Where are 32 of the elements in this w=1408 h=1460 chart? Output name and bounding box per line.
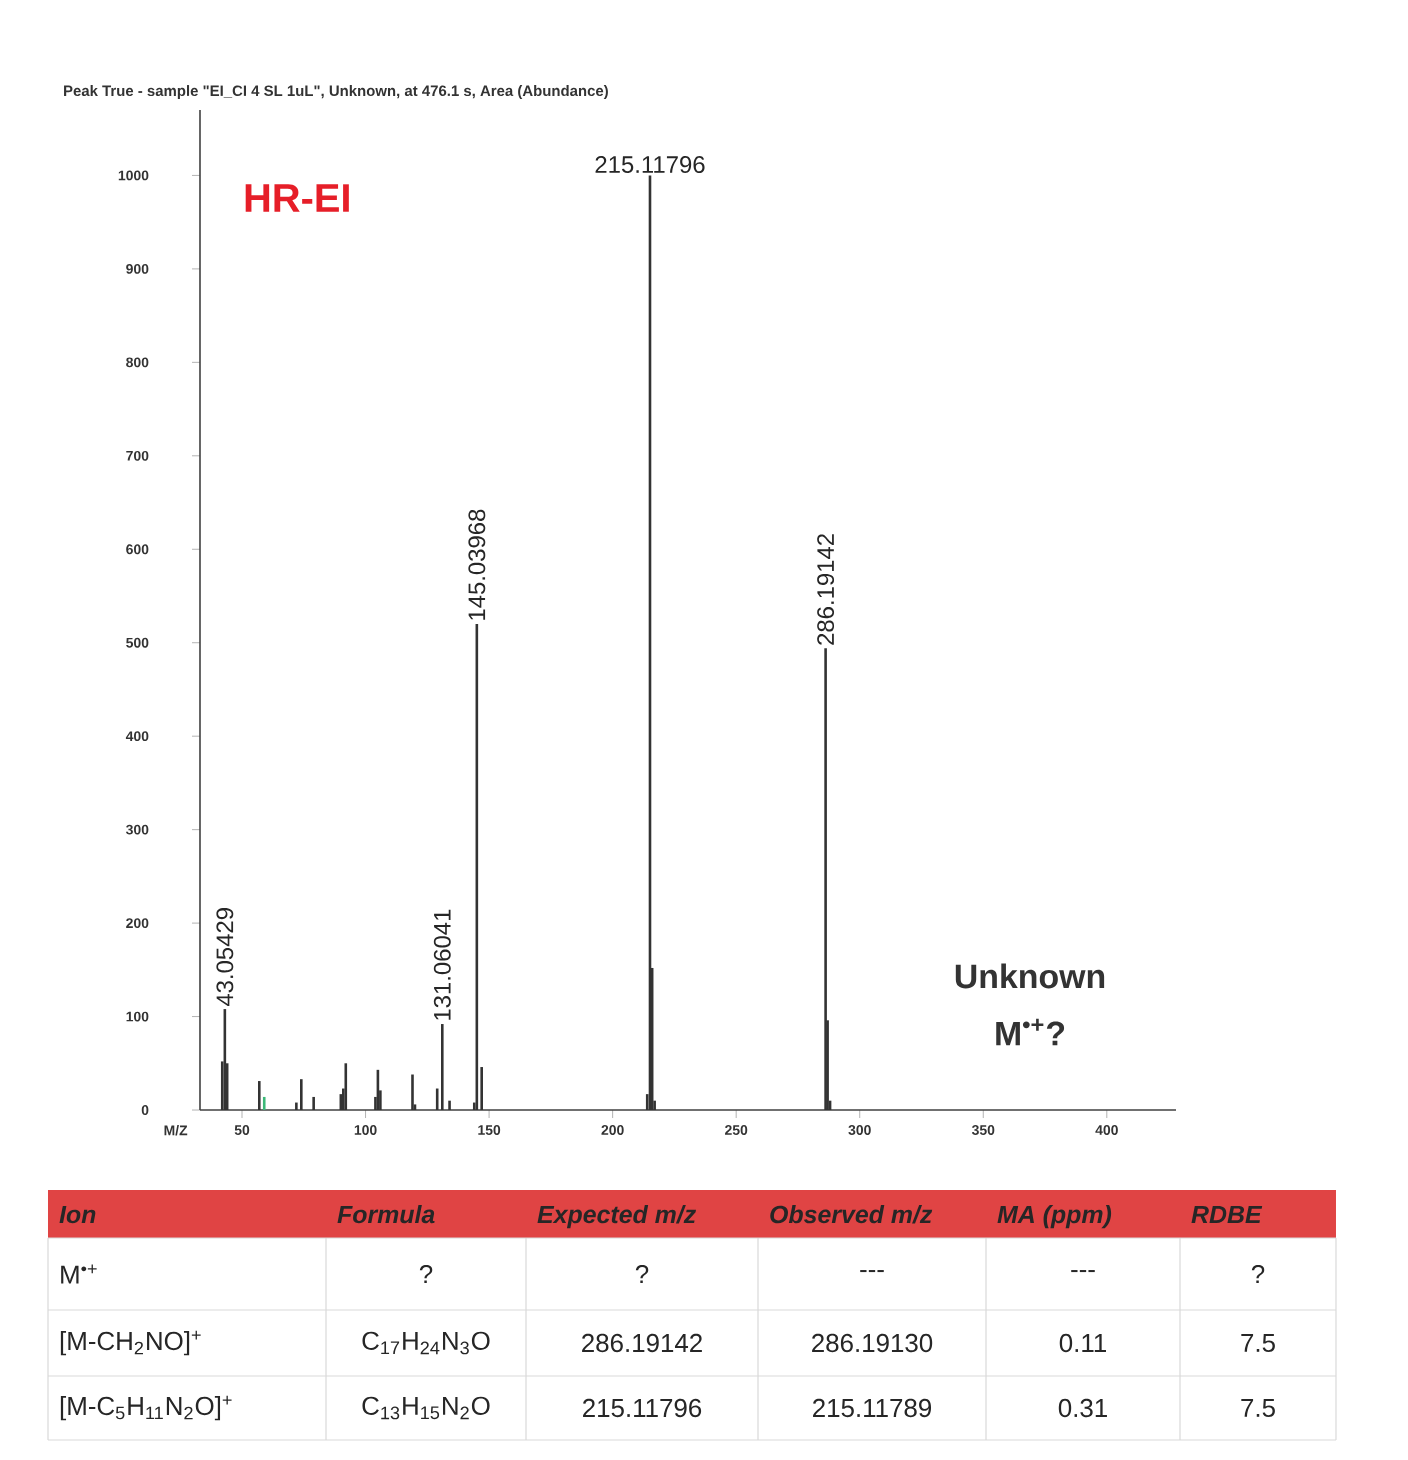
- text: RDBE: [1191, 1205, 1263, 1223]
- annotation: Unknown: [955, 963, 1105, 989]
- text: 215.11789: [813, 1398, 932, 1418]
- text: [M-CH$_{2}$NO]$^{+}$: [60, 1330, 201, 1356]
- text: Observed m/z: [770, 1204, 933, 1224]
- text: C$_{13}$H$_{15}$N$_{2}$O: [362, 1396, 490, 1420]
- text: ---: [860, 1270, 884, 1273]
- text: 215.11796: [583, 1398, 702, 1418]
- text: ?: [1251, 1264, 1265, 1284]
- text: Ion: [59, 1205, 96, 1224]
- annotation: 43.05429: [216, 908, 234, 1007]
- annotation: 286.19142: [817, 534, 835, 645]
- text: Expected m/z: [537, 1204, 697, 1229]
- text: C$_{17}$H$_{24}$N$_{3}$O: [362, 1331, 490, 1355]
- text: ?: [419, 1264, 433, 1284]
- text: 0.31: [1058, 1398, 1107, 1418]
- text: [M-C$_{5}$H$_{11}$N$_{2}$O]$^{+}$: [60, 1395, 232, 1421]
- text: ---: [1071, 1270, 1095, 1273]
- annotation: 131.06041: [433, 909, 451, 1020]
- annotation: M$^{•+}$?: [996, 1018, 1065, 1046]
- text: 7.5: [1241, 1333, 1275, 1353]
- text: 286.19130: [812, 1333, 933, 1353]
- text: Formula: [337, 1204, 435, 1224]
- text: 0.11: [1059, 1333, 1106, 1353]
- text: ?: [635, 1264, 649, 1284]
- text: 286.19142: [582, 1333, 702, 1353]
- annotation: HR-EI: [245, 184, 349, 212]
- annotation: 145.03968: [468, 509, 486, 620]
- text: M$^{•+}$: [61, 1264, 97, 1284]
- text: 7.5: [1241, 1398, 1275, 1418]
- text: MA (ppm): [997, 1204, 1112, 1229]
- annotation: 215.11796: [595, 156, 705, 174]
